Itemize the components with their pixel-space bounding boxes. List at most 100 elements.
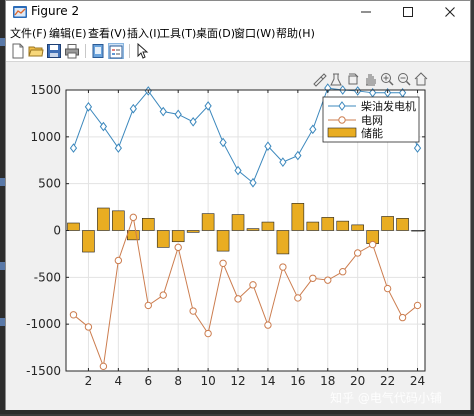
diesel-marker — [189, 117, 197, 127]
grid-marker — [413, 301, 422, 310]
figure-window: Figure 2 文件(F) 编辑(E) 查看(V) 插入(I) 工具(T) 桌… — [5, 0, 471, 412]
diesel-marker — [249, 177, 257, 188]
figure-toolbar — [6, 41, 470, 62]
home-icon[interactable] — [414, 72, 428, 86]
legend-label-diesel: 柴油发电机 — [361, 99, 416, 113]
grid-marker — [383, 284, 392, 293]
legend-label-grid: 电网 — [361, 114, 383, 127]
close-button[interactable] — [430, 1, 470, 23]
dock-icon[interactable] — [90, 43, 106, 59]
close-icon — [445, 6, 455, 17]
y-tick-label: -1500 — [26, 364, 61, 378]
x-tick-label: 14 — [260, 374, 275, 388]
x-tick-label: 16 — [290, 374, 305, 388]
print-icon[interactable] — [64, 43, 80, 59]
menu-edit[interactable]: 编辑(E) — [49, 27, 87, 40]
minimize-icon — [361, 11, 371, 12]
storage-bar — [381, 216, 394, 231]
x-tick-label: 12 — [230, 374, 245, 388]
diesel-marker — [413, 143, 422, 153]
x-tick-label: 4 — [115, 374, 123, 388]
diesel-marker — [84, 102, 93, 112]
diesel-marker — [309, 124, 317, 135]
storage-bar — [231, 214, 245, 231]
menu-tools[interactable]: 工具(T) — [159, 27, 197, 40]
storage-bar — [141, 218, 155, 231]
storage-bar — [82, 230, 95, 253]
grid-marker — [398, 313, 407, 322]
title-bar: Figure 2 — [6, 1, 470, 23]
menu-help[interactable]: 帮助(H) — [276, 27, 315, 40]
rotate-icon[interactable] — [346, 72, 360, 86]
storage-bar — [306, 221, 320, 231]
grid-marker — [114, 256, 123, 265]
pan-icon[interactable] — [363, 72, 377, 86]
storage-bar — [127, 230, 140, 241]
grid-marker — [339, 268, 347, 276]
storage-bar — [112, 210, 125, 231]
y-tick-label: 0 — [53, 224, 61, 238]
storage-bar — [411, 230, 424, 232]
figure-plot: 2 4 6 8 10 12 14 16 18 20 22 24-1500-1000-500050010… — [26, 72, 442, 405]
x-tick-label: 20 — [350, 374, 365, 388]
grid-marker — [174, 243, 182, 252]
grid-marker — [84, 323, 93, 331]
x-tick-label: 2 — [85, 374, 93, 388]
diesel-marker — [99, 121, 108, 132]
storage-bar — [67, 222, 80, 231]
grid-marker — [234, 295, 242, 303]
grid-marker — [294, 294, 302, 302]
storage-bar — [336, 220, 350, 231]
diesel-marker — [294, 150, 302, 161]
open-file-icon[interactable] — [28, 43, 44, 59]
save-icon[interactable] — [46, 43, 62, 59]
background-window-edge — [0, 0, 6, 414]
legend-label-storage: 储能 — [361, 126, 383, 140]
x-tick-label: 8 — [174, 374, 182, 388]
y-tick-label: -1000 — [26, 317, 61, 331]
grid-marker — [309, 274, 317, 282]
window-shadow — [0, 410, 474, 414]
x-tick-label: 22 — [380, 374, 395, 388]
menu-desktop[interactable]: 桌面(D) — [196, 27, 236, 40]
data-tip-icon[interactable] — [329, 72, 343, 86]
menu-view[interactable]: 查看(V) — [88, 27, 127, 40]
pointer-icon[interactable] — [134, 43, 150, 59]
y-tick-label: -500 — [34, 270, 61, 284]
legend-grid-marker — [338, 116, 346, 124]
grid-marker — [219, 259, 227, 267]
grid-marker — [129, 213, 138, 222]
y-tick-label: 1500 — [30, 83, 61, 97]
menu-window[interactable]: 窗口(W) — [234, 27, 276, 40]
menu-insert[interactable]: 插入(I) — [127, 27, 161, 40]
grid-marker — [368, 240, 377, 249]
y-tick-label: 1000 — [30, 130, 61, 144]
legend-toggle-icon — [109, 45, 123, 59]
x-tick-label: 18 — [320, 374, 335, 388]
grid-marker — [99, 362, 108, 371]
grid-marker — [279, 263, 287, 271]
storage-bar — [321, 217, 335, 231]
brush-icon[interactable] — [312, 72, 327, 87]
new-figure-icon[interactable] — [10, 43, 26, 59]
storage-bar — [276, 230, 290, 255]
storage-bar — [186, 230, 200, 233]
watermark-text: 知乎 @电气代码小铺 — [330, 390, 442, 405]
storage-bar — [171, 230, 185, 243]
legend-storage-swatch — [327, 127, 357, 138]
zoom-in-icon[interactable] — [380, 72, 394, 86]
minimize-button[interactable] — [346, 1, 386, 23]
storage-bar — [246, 228, 260, 231]
diesel-marker — [264, 141, 272, 152]
zoom-out-icon[interactable] — [397, 72, 411, 86]
storage-bar — [261, 221, 275, 231]
maximize-button[interactable] — [388, 1, 428, 23]
y-tick-label: 500 — [38, 177, 61, 191]
menu-bar: 文件(F) 编辑(E) 查看(V) 插入(I) 工具(T) 桌面(D) 窗口(W… — [6, 23, 470, 41]
storage-bar — [201, 213, 215, 231]
storage-bar — [396, 218, 409, 231]
legend-toggle-button[interactable] — [108, 43, 124, 59]
maximize-icon — [403, 6, 413, 17]
menu-file[interactable]: 文件(F) — [10, 27, 47, 40]
storage-bar — [156, 230, 170, 248]
